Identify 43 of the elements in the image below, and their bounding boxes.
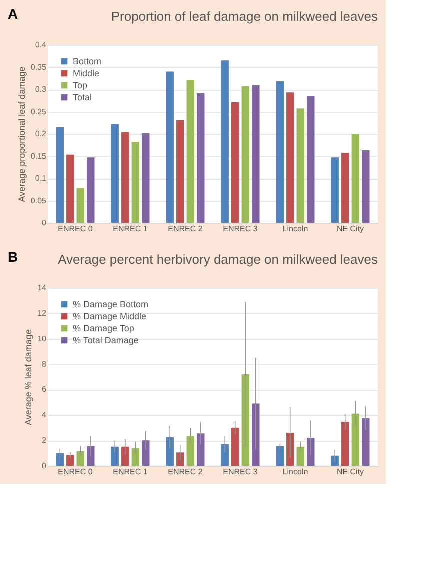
y-tick-label: 0.3	[35, 85, 48, 94]
y-axis-title: Average proportional leaf damage	[16, 66, 27, 202]
x-tick-label: NE City	[336, 224, 364, 234]
legend-label: % Damage Middle	[73, 312, 147, 322]
legend-label: % Total Damage	[73, 336, 139, 346]
y-tick-label: 0.1	[35, 174, 48, 183]
legend-label: Bottom	[73, 56, 102, 66]
y-tick-label: 0	[42, 462, 48, 470]
legend-label: Total	[73, 92, 92, 102]
x-tick-label: ENREC 0	[58, 224, 94, 234]
y-tick-label: 0.05	[30, 196, 48, 206]
chart-title: Average percent herbivory damage on milkweed leaves	[58, 252, 378, 267]
x-tick-label: Lincoln	[282, 468, 308, 476]
y-tick-label: 0.15	[30, 152, 48, 161]
x-tick-label: ENREC 3	[223, 468, 258, 476]
legend-label: % Damage Top	[73, 324, 134, 334]
text: B	[8, 249, 18, 265]
x-tick-label: NE City	[336, 468, 364, 476]
y-tick-label: 8	[42, 360, 48, 369]
y-tick-label: 12	[38, 308, 48, 318]
text: A	[8, 6, 18, 22]
y-tick-label: 0.4	[35, 40, 48, 50]
y-tick-label: 4	[42, 410, 48, 420]
y-tick-label: 0.35	[30, 62, 48, 72]
x-tick-label: ENREC 2	[168, 468, 204, 476]
x-tick-label: ENREC 3	[223, 224, 258, 234]
legend-label: % Damage Bottom	[73, 300, 149, 310]
legend-label: Middle	[73, 68, 100, 78]
y-tick-label: 0.25	[30, 107, 48, 116]
legend-label: Top	[73, 80, 88, 90]
x-tick-label: ENREC 2	[168, 224, 204, 234]
x-tick-label: ENREC 1	[113, 224, 148, 234]
y-tick-label: 6	[42, 385, 48, 394]
y-tick-label: 14	[38, 284, 48, 292]
chart-title: Proportion of leaf damage on milkweed leaves	[111, 9, 378, 24]
y-tick-label: 0	[42, 218, 48, 228]
y-tick-label: 2	[42, 436, 48, 446]
y-axis-title: Average % leaf damage	[24, 330, 34, 426]
x-tick-label: Lincoln	[282, 224, 308, 234]
x-tick-label: ENREC 1	[113, 468, 148, 476]
y-tick-label: 0.2	[35, 130, 48, 138]
y-tick-label: 10	[38, 334, 48, 344]
x-tick-label: ENREC 0	[58, 468, 94, 476]
